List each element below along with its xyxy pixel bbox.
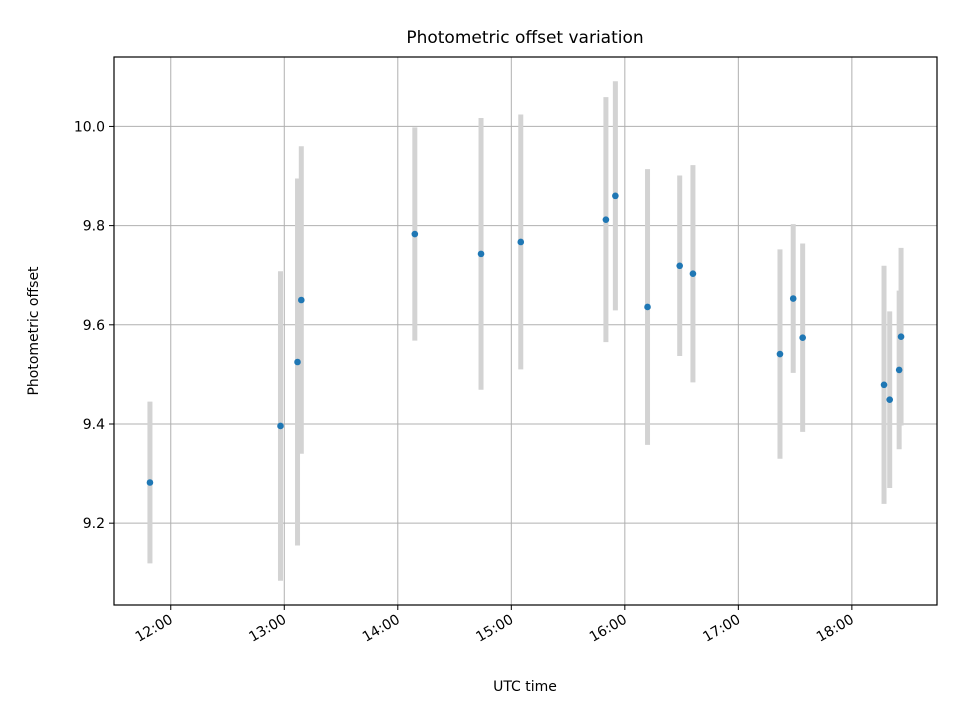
chart-title: Photometric offset variation [406,28,643,48]
data-point [776,350,784,358]
data-point [880,381,888,389]
data-point [676,262,683,270]
x-tick-label: 17:00 [700,612,743,646]
error-bars [147,81,904,581]
data-point [789,295,797,302]
data-points [146,192,905,486]
data-point [517,238,525,246]
y-tick-label: 9.6 [83,318,105,334]
y-axis-ticks: 9.2 9.4 9.6 9.8 10.0 [74,119,114,532]
x-tick-label: 12:00 [133,612,176,646]
data-point [477,250,485,258]
data-point [298,296,305,304]
data-point [644,303,651,311]
data-point [897,333,905,341]
x-tick-label: 14:00 [360,612,403,646]
y-tick-label: 9.8 [83,219,105,235]
y-tick-label: 10.0 [74,119,105,135]
y-tick-label: 9.2 [83,516,105,532]
data-point [689,270,697,278]
x-axis-ticks: 12:00 13:00 14:00 15:00 16:00 17:00 18:00 [133,605,857,646]
data-point [886,396,894,403]
y-axis-label: Photometric offset [26,266,42,396]
y-tick-label: 9.4 [83,417,105,433]
data-point [411,230,419,238]
data-point [799,334,806,341]
x-tick-label: 16:00 [587,612,630,646]
x-axis-label: UTC time [493,679,557,695]
data-point [146,479,154,486]
data-point [277,422,284,430]
data-point [895,366,903,374]
data-point [612,192,619,200]
x-tick-label: 18:00 [814,612,857,646]
x-tick-label: 13:00 [246,612,289,646]
grid [114,57,937,605]
x-tick-label: 15:00 [473,612,516,646]
plot-frame [113,56,938,606]
data-point [602,216,610,223]
data-point [294,358,301,366]
